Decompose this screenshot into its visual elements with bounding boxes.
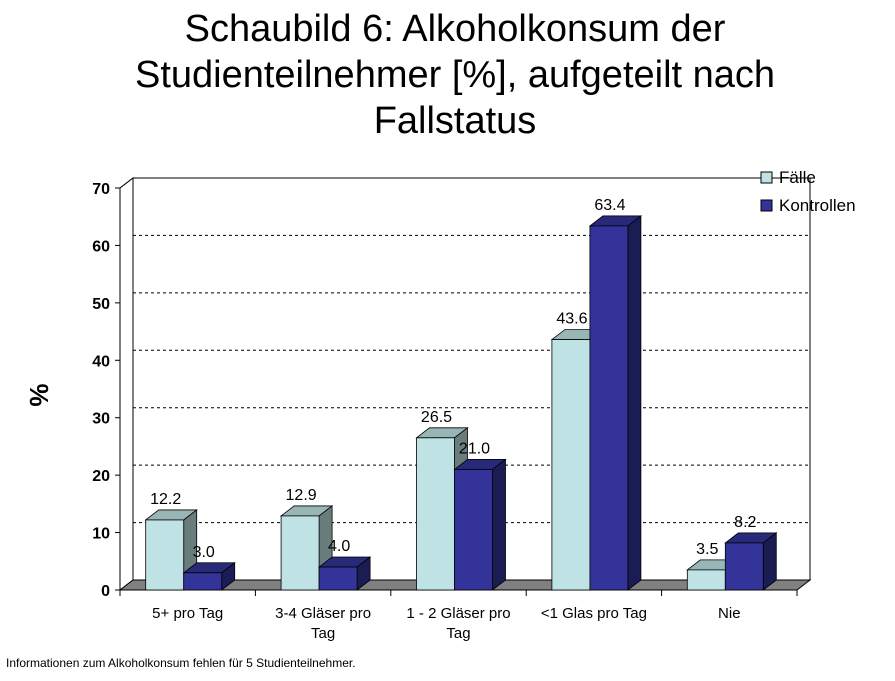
x-tick-label: 3-4 Gläser pro	[275, 605, 371, 622]
bar-chart: 0 10 20 30 40 50 60 70% 5+ pro Tag 3-4 Gläser pro…	[24, 168, 856, 642]
bar	[454, 468, 493, 591]
y-tick-label: 20	[92, 468, 110, 485]
bar	[318, 566, 358, 591]
bar	[589, 225, 629, 591]
y-tick-label: 0	[101, 583, 110, 600]
legend-label: Kontrollen	[779, 196, 856, 215]
bar-side	[762, 532, 777, 591]
data-label: 3.0	[193, 544, 215, 561]
x-tick-label: 1 - 2 Gläser pro	[406, 605, 510, 622]
x-tick-label: Tag	[311, 625, 335, 642]
data-label: 8.2	[734, 514, 756, 531]
data-label: 3.5	[696, 541, 718, 558]
legend-swatch	[760, 171, 773, 184]
chart-title-line-1: Schaubild 6: Alkoholkonsum der	[184, 8, 726, 50]
footnote: Informationen zum Alkoholkonsum fehlen f…	[6, 656, 356, 670]
bar-side	[492, 458, 506, 591]
data-label: 12.9	[286, 487, 317, 504]
data-label: 26.5	[421, 409, 452, 426]
plot-side-wall	[119, 176, 134, 592]
bar	[416, 437, 455, 591]
x-tick-label: 5+ pro Tag	[152, 605, 223, 622]
y-tick-label: 50	[92, 296, 110, 313]
bar	[551, 339, 591, 591]
y-tick-label: 30	[92, 411, 110, 428]
data-label: 63.4	[594, 197, 625, 214]
y-tick-label: 60	[92, 238, 110, 255]
x-tick-label: Tag	[446, 625, 470, 642]
x-tick-label: <1 Glas pro Tag	[541, 605, 647, 622]
data-label: 12.2	[150, 491, 181, 508]
bar	[145, 519, 185, 591]
y-tick-label: 10	[92, 526, 110, 543]
bar	[686, 569, 726, 591]
data-label: 4.0	[328, 538, 350, 555]
y-tick-label: 70	[92, 181, 110, 198]
y-axis-label: %	[24, 383, 54, 406]
legend-label: Fälle	[779, 168, 816, 187]
y-tick-label: 40	[92, 353, 110, 370]
bar	[724, 542, 764, 591]
x-tick-label: Nie	[718, 605, 741, 622]
chart-title: Schaubild 6: Alkoholkonsum der Studiente…	[60, 6, 850, 144]
bar-side	[627, 215, 642, 591]
data-label: 21.0	[459, 440, 490, 457]
legend-swatch	[760, 199, 773, 212]
bar	[183, 572, 223, 591]
data-label: 43.6	[556, 311, 587, 328]
chart-title-line-3: Fallstatus	[373, 100, 537, 142]
chart-title-line-2: Studienteilnehmer [%], aufgeteilt nach	[134, 54, 776, 96]
bar	[280, 515, 320, 591]
